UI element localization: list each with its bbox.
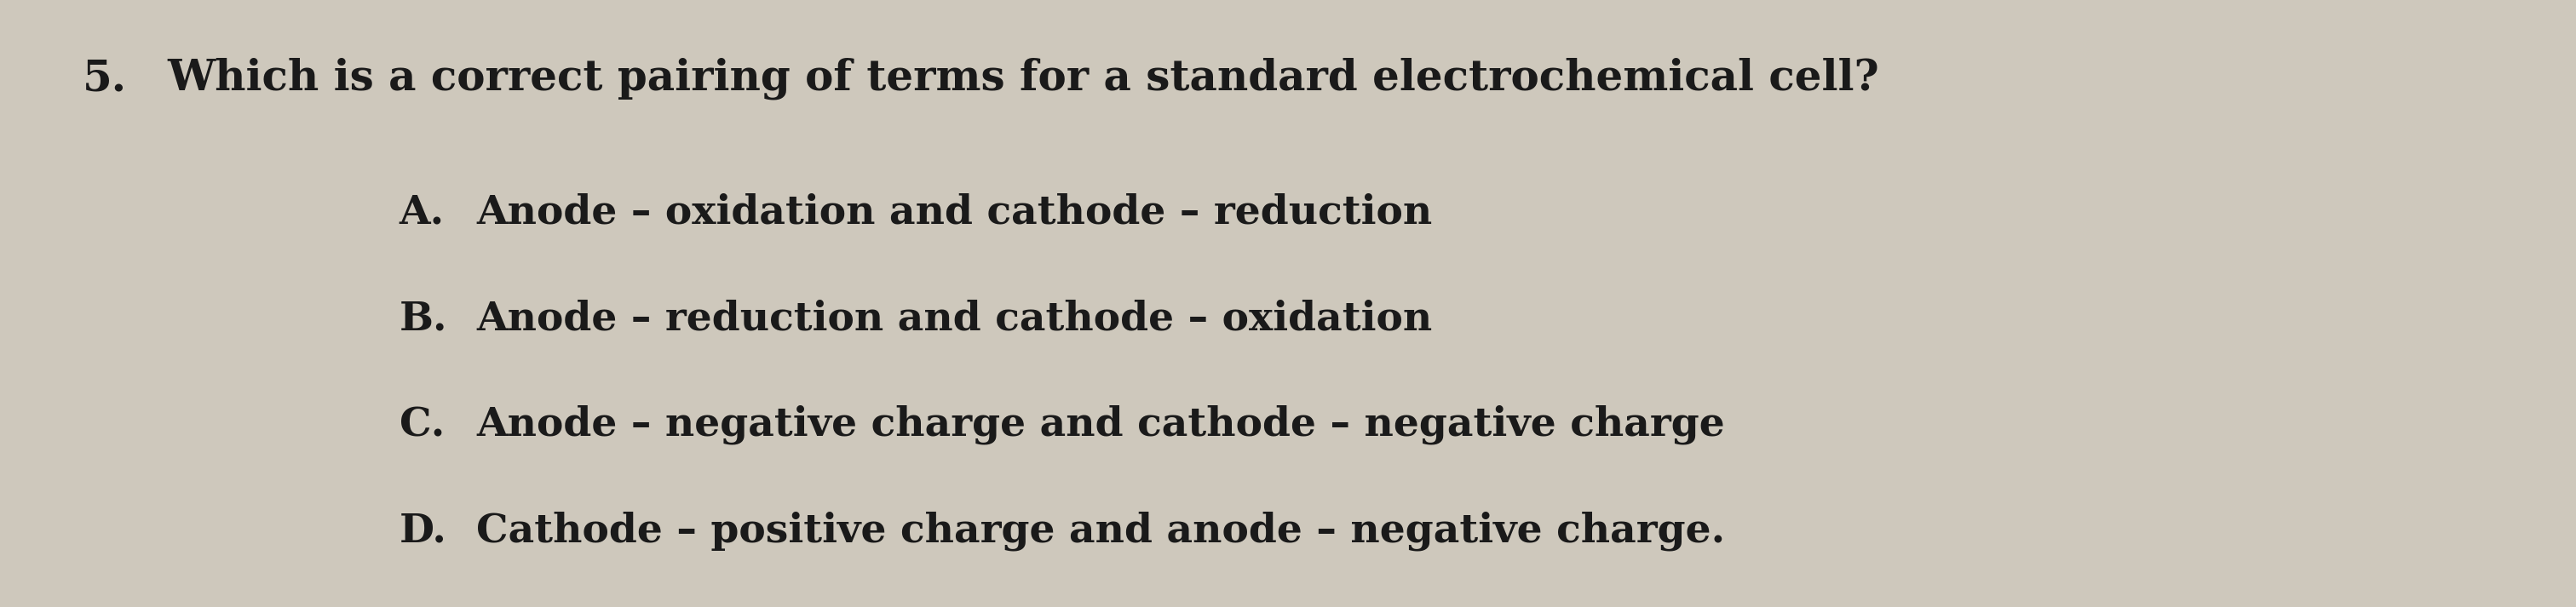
Text: Anode – negative charge and cathode – negative charge: Anode – negative charge and cathode – ne… (477, 405, 1726, 445)
Text: B.: B. (399, 299, 448, 338)
Text: Which is a correct pairing of terms for a standard electrochemical cell?: Which is a correct pairing of terms for … (167, 58, 1880, 100)
Text: Anode – oxidation and cathode – reduction: Anode – oxidation and cathode – reductio… (477, 193, 1432, 232)
Text: D.: D. (399, 512, 446, 551)
Text: C.: C. (399, 405, 446, 444)
Text: 5.: 5. (82, 58, 126, 100)
Text: Anode – reduction and cathode – oxidation: Anode – reduction and cathode – oxidatio… (477, 299, 1432, 338)
Text: Cathode – positive charge and anode – negative charge.: Cathode – positive charge and anode – ne… (477, 511, 1726, 551)
Text: A.: A. (399, 193, 446, 232)
